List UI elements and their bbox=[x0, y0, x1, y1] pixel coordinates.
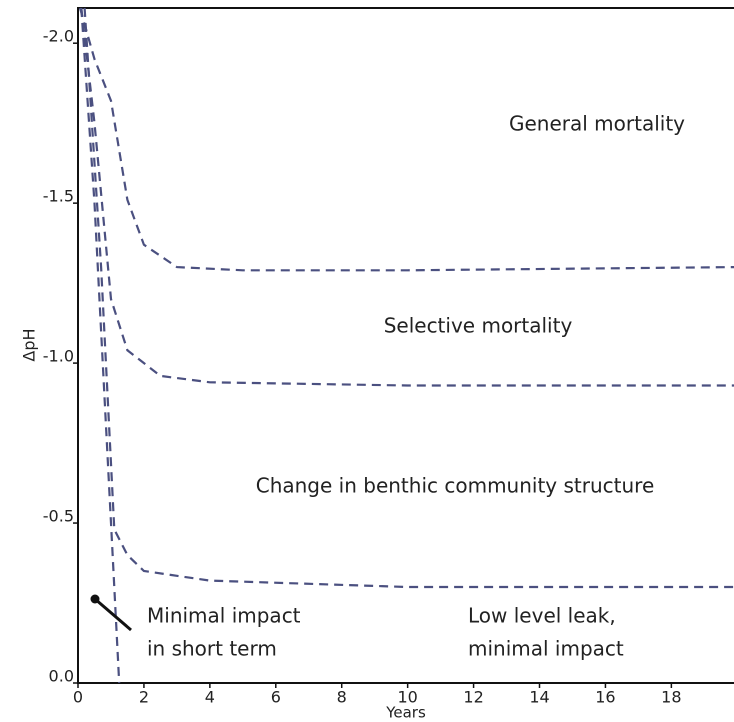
curve bbox=[83, 7, 734, 589]
curve bbox=[80, 7, 734, 387]
annotation: Minimal impact bbox=[147, 604, 301, 628]
x-tick-label: 18 bbox=[661, 688, 681, 707]
annotation: Selective mortality bbox=[384, 314, 573, 338]
pointer-line bbox=[94, 597, 132, 632]
annotation: in short term bbox=[147, 637, 277, 661]
x-tick-label: 16 bbox=[595, 688, 615, 707]
x-tick-label: 14 bbox=[529, 688, 549, 707]
x-tick-label: 2 bbox=[139, 688, 149, 707]
curve bbox=[78, 7, 734, 272]
x-tick-label: 10 bbox=[397, 688, 417, 707]
annotation: Change in benthic community structure bbox=[256, 474, 655, 498]
x-tick-label: 8 bbox=[337, 688, 347, 707]
y-tick-label: -2.0 bbox=[43, 27, 74, 46]
y-tick-label: -1.0 bbox=[43, 347, 74, 366]
curve bbox=[80, 7, 121, 684]
annotation: General mortality bbox=[509, 112, 685, 136]
annotation: minimal impact bbox=[468, 637, 624, 661]
y-tick-label: -0.5 bbox=[43, 507, 74, 526]
x-tick-label: 6 bbox=[271, 688, 281, 707]
x-tick-label: 0 bbox=[73, 688, 83, 707]
y-axis-label: ΔpH bbox=[20, 328, 39, 361]
x-tick-label: 12 bbox=[463, 688, 483, 707]
annotation: Low level leak, bbox=[468, 604, 616, 628]
axis-frame bbox=[77, 7, 734, 684]
x-axis-label: Years bbox=[385, 704, 426, 722]
x-tick-label: 4 bbox=[205, 688, 215, 707]
y-tick-label: -1.5 bbox=[43, 187, 74, 206]
y-tick-label: 0.0 bbox=[49, 667, 74, 686]
